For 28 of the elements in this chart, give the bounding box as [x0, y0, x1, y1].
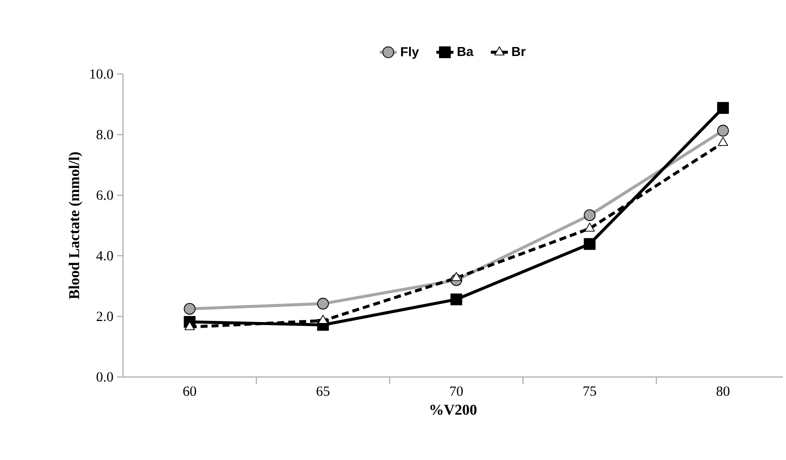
point [584, 238, 596, 250]
y-tick-label: 0.0 [96, 372, 113, 382]
y-tick-label: 2.0 [96, 312, 113, 322]
point [318, 314, 328, 324]
x-axis-title: %V200 [430, 404, 477, 415]
point [184, 302, 196, 315]
point [717, 124, 729, 137]
x-tick-label: 80 [716, 386, 730, 396]
x-tick-label: 60 [183, 386, 196, 396]
legend-label: Br [512, 47, 526, 56]
point [184, 321, 195, 330]
point [584, 222, 595, 232]
point [718, 136, 728, 146]
x-tick-label: 75 [584, 386, 596, 396]
legend-label: Fly [401, 46, 419, 59]
y-axis-title: Blood Lactate (mmol/l) [68, 152, 82, 300]
point [717, 102, 729, 114]
point [450, 294, 462, 306]
y-tick-label: 6.0 [96, 190, 113, 200]
point [451, 272, 462, 282]
point [584, 209, 596, 222]
y-tick-label: 8.0 [96, 130, 113, 140]
y-tick-label: 10.0 [90, 69, 113, 79]
x-tick-label: 65 [316, 386, 330, 396]
point [317, 298, 329, 310]
legend-label: Ba [458, 47, 474, 56]
x-tick-label: 70 [450, 386, 463, 396]
y-tick-label: 4.0 [96, 251, 113, 261]
